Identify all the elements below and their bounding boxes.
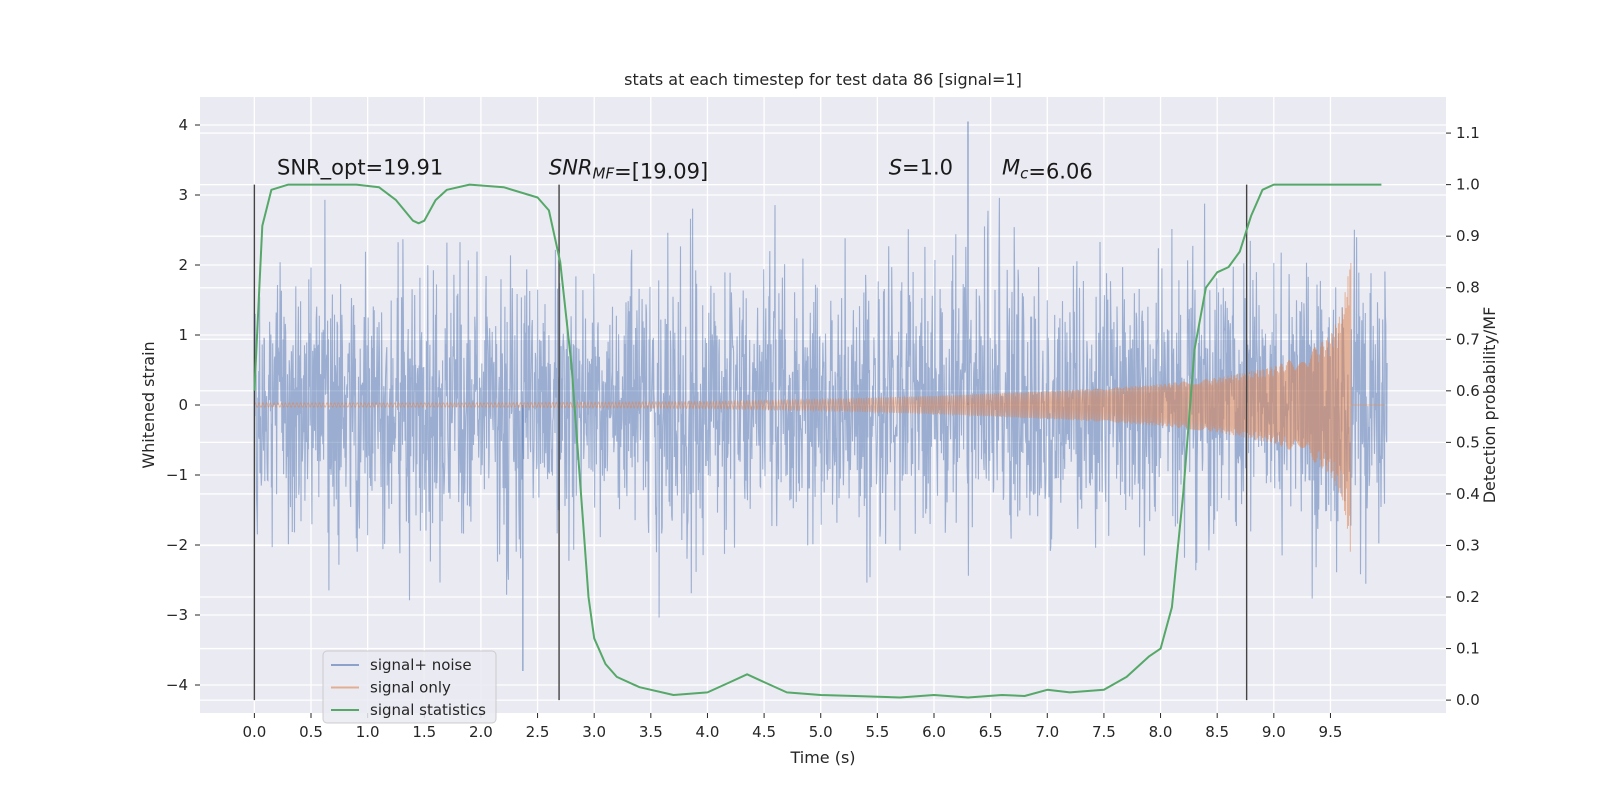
y-tick-label: 1 (178, 326, 188, 344)
y2-tick-label: 1.0 (1456, 176, 1480, 194)
x-axis-ticks: 0.0 0.5 1.0 1.5 2.0 2.5 3.0 3.5 4.0 4.5 5.0 5.5 6.0 6… (242, 713, 1342, 741)
y-axis-label: Whitened strain (139, 341, 158, 468)
annotation-text: Mc=6.06 (1002, 155, 1093, 183)
x-tick-label: 7.0 (1035, 723, 1059, 741)
y2-tick-label: 0.6 (1456, 382, 1480, 400)
annotation-text: SNRMF=[19.09] (549, 155, 708, 183)
legend-box (322, 650, 497, 724)
y2-tick-label: 0.3 (1456, 536, 1480, 554)
legend-label: signal only (370, 679, 451, 697)
y2-tick-label: 0.8 (1456, 279, 1480, 297)
x-tick-label: 6.5 (979, 723, 1003, 741)
x-tick-label: 3.5 (639, 723, 663, 741)
y-tick-label: −4 (166, 676, 188, 694)
annotations: SNR_opt=19.91 SNRMF=[19.09] S=1.0 Mc=6.06 (277, 155, 1093, 183)
x-tick-label: 1.5 (412, 723, 436, 741)
annotation-part: M (1002, 155, 1020, 179)
legend: signal+ noise signal only signal statistic… (322, 650, 497, 724)
chart-title: stats at each timestep for test data 86 … (624, 70, 1022, 89)
annotation-part: SNR (549, 155, 593, 179)
x-tick-label: 5.0 (809, 723, 833, 741)
y-tick-label: −1 (166, 466, 188, 484)
signal-statistics-line (253, 183, 1382, 699)
x-tick-label: 2.5 (526, 723, 550, 741)
legend-label: signal+ noise (370, 656, 472, 674)
x-tick-label: 6.0 (922, 723, 946, 741)
x-tick-label: 4.5 (752, 723, 776, 741)
x-tick-label: 4.0 (696, 723, 720, 741)
x-tick-label: 3.0 (582, 723, 606, 741)
signal-statistics-series (253, 183, 1382, 699)
y-tick-label: −2 (166, 536, 188, 554)
y2-axis-label: Detection probability/MF (1480, 307, 1499, 504)
y-tick-label: 2 (178, 256, 188, 274)
y2-tick-label: 0.9 (1456, 227, 1480, 245)
x-tick-label: 8.0 (1149, 723, 1173, 741)
annotation-part: =6.06 (1028, 159, 1092, 183)
x-tick-label: 2.0 (469, 723, 493, 741)
y-axis-ticks: −4 −3 −2 −1 0 1 2 3 4 (166, 116, 200, 694)
annotation-part: c (1020, 164, 1029, 182)
annotation-part: MF (593, 164, 615, 182)
x-tick-label: 8.5 (1205, 723, 1229, 741)
y2-tick-label: 0.4 (1456, 485, 1480, 503)
y2-tick-label: 0.2 (1456, 588, 1480, 606)
annotation-part: SNR_opt=19.91 (277, 155, 443, 180)
y-tick-label: −3 (166, 606, 188, 624)
annotation-part: =[19.09] (614, 159, 708, 183)
y2-tick-label: 1.1 (1456, 124, 1480, 142)
y-tick-label: 4 (178, 116, 188, 134)
y2-axis-ticks: 0.0 0.1 0.2 0.3 0.4 0.5 0.6 0.7 0.8 0.9 1.0 1.1 (1446, 124, 1480, 709)
legend-label: signal statistics (370, 701, 486, 719)
annotation-text: SNR_opt=19.91 (277, 155, 443, 180)
signal-only-series (253, 262, 1385, 552)
x-tick-label: 5.5 (865, 723, 889, 741)
x-tick-label: 9.5 (1319, 723, 1343, 741)
signal-noise-series (253, 121, 1388, 671)
x-axis-label: Time (s) (789, 748, 855, 767)
y2-tick-label: 0.0 (1456, 691, 1480, 709)
annotation-part: =1.0 (902, 155, 953, 179)
x-tick-label: 7.5 (1092, 723, 1116, 741)
annotation-text: S=1.0 (889, 155, 953, 179)
y2-tick-label: 0.5 (1456, 433, 1480, 451)
signal-only-line (253, 262, 1385, 552)
x-tick-label: 0.5 (299, 723, 323, 741)
x-tick-label: 0.0 (242, 723, 266, 741)
y-tick-label: 3 (178, 186, 188, 204)
y-tick-label: 0 (178, 396, 188, 414)
y2-tick-label: 0.7 (1456, 330, 1480, 348)
x-tick-label: 9.0 (1262, 723, 1286, 741)
x-tick-label: 1.0 (356, 723, 380, 741)
y2-tick-label: 0.1 (1456, 640, 1480, 658)
annotation-part: S (889, 155, 902, 179)
signal-noise-line (253, 197, 1388, 618)
vertical-markers (253, 184, 1248, 701)
